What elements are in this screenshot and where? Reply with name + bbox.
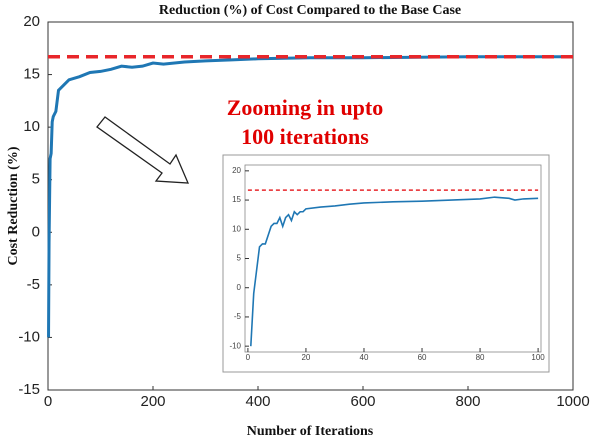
x-tick-label: 80 (476, 353, 485, 362)
y-tick-label: 20 (23, 13, 40, 30)
x-tick-label: 0 (44, 393, 52, 410)
x-tick-label: 400 (245, 393, 270, 410)
x-tick-label: 200 (140, 393, 165, 410)
x-tick-label: 1000 (556, 393, 589, 410)
y-tick-label: -10 (229, 341, 241, 350)
y-tick-label: -10 (18, 328, 40, 345)
y-tick-label: 0 (237, 283, 242, 292)
y-tick-label: -5 (234, 312, 242, 321)
annotation: 100 iterations (241, 124, 369, 149)
x-tick-label: 40 (360, 353, 369, 362)
line (250, 196, 539, 347)
y-tick-label: -5 (27, 276, 40, 293)
y-tick-label: 10 (23, 118, 40, 135)
chart-title: Reduction (%) of Cost Compared to the Ba… (159, 3, 461, 18)
x-axis-label: Number of Iterations (247, 424, 374, 439)
y-tick-label: 15 (232, 195, 241, 204)
y-tick-label: 0 (32, 223, 40, 240)
y-tick-label: 15 (23, 66, 40, 83)
arrow (96, 116, 190, 184)
y-tick-label: 5 (237, 254, 242, 263)
x-tick-label: 20 (301, 353, 310, 362)
x-tick-label: 800 (455, 393, 480, 410)
inset-panel (222, 154, 550, 373)
x-tick-label: 60 (418, 353, 427, 362)
plot-frame (47, 21, 574, 391)
x-tick-label: 100 (531, 353, 545, 362)
line (47, 55, 573, 338)
y-axis-label: Cost Reduction (%) (6, 146, 21, 265)
y-tick-label: 5 (32, 171, 40, 188)
y-tick-label: 20 (232, 166, 241, 175)
annotation: Zooming in upto (227, 95, 384, 120)
y-tick-label: 10 (232, 224, 241, 233)
y-tick-label: -15 (18, 381, 40, 398)
x-tick-label: 0 (246, 353, 251, 362)
x-tick-label: 600 (350, 393, 375, 410)
